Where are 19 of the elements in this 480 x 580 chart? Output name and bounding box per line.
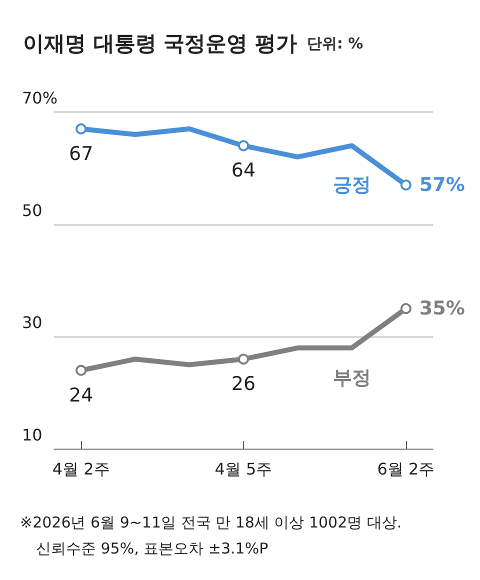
y-tick-label: 70% [22, 88, 58, 108]
data-label: 64 [231, 160, 256, 182]
x-tick-label: 4월 2주 [52, 460, 110, 478]
data-label: 26 [231, 373, 256, 396]
y-tick-label: 10 [22, 426, 42, 444]
text: ※2026년 6월 9~11일 전국 만 18세 이상 1002명 대상. [20, 514, 402, 532]
data-label: 67 [68, 142, 94, 165]
x-tick-label: 4월 5주 [214, 460, 272, 478]
data-label: 24 [68, 384, 94, 406]
y-tick-label: 50 [22, 200, 42, 220]
series-label: 긍정 [332, 174, 371, 196]
x-tick-label: 6월 2주 [377, 460, 435, 478]
data-label: 35% [419, 298, 465, 320]
chart-title: 이재명 대통령 국정운영 평가 [23, 32, 297, 56]
y-tick-label: 30 [22, 313, 42, 332]
chart-subtitle: 단위: % [306, 34, 364, 52]
series-label: 부정 [332, 366, 371, 389]
data-label: 57% [419, 174, 465, 196]
text: 신뢰수준 95%, 표본오차 ±3.1%P [36, 540, 268, 558]
